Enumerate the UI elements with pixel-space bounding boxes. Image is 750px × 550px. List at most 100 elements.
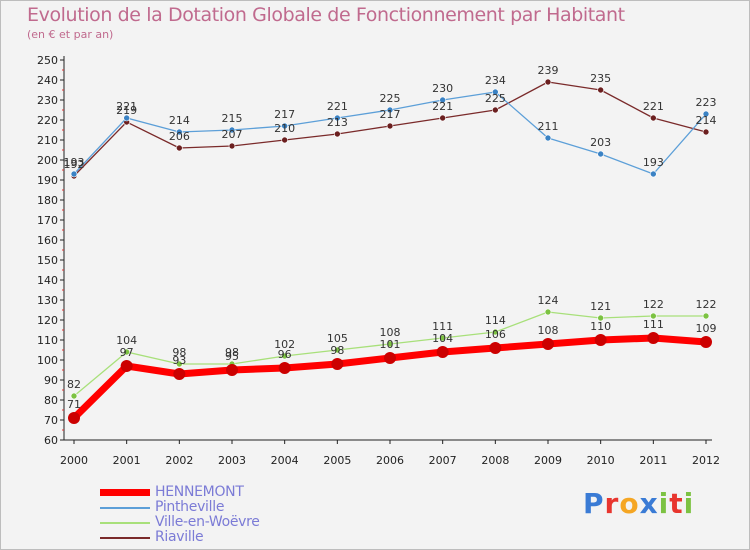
series-hennemont [68,332,712,424]
logo-letter: i [658,487,670,520]
data-label: 211 [538,120,559,133]
data-label: 111 [643,318,664,331]
labels-hennemont: 71 97 93 95 96 98 101 104 106 108 110 111 109 [67,318,717,411]
data-label: 108 [380,326,401,339]
data-point [702,312,710,320]
data-point [544,134,552,142]
data-point [439,96,446,104]
data-point [334,130,341,138]
y-tick-label: 160 [37,234,58,247]
data-label: 217 [380,108,401,121]
legend-label: HENNEMONT [155,484,244,500]
data-label: 203 [590,136,611,149]
y-tick-label: 210 [37,134,58,147]
data-label: 234 [485,74,506,87]
data-label: 235 [590,72,611,85]
series-ville-en-wo-vre [70,308,710,400]
data-point [492,106,499,114]
data-point [176,144,183,152]
data-label: 221 [327,100,348,113]
y-minor-tick [62,209,64,211]
data-label: 98 [330,344,344,357]
y-minor-tick [62,409,64,411]
data-label: 97 [120,346,134,359]
data-label: 225 [380,92,401,105]
logo-letter: P [583,487,605,520]
data-point [544,78,552,86]
y-minor-tick [62,69,64,71]
logo-letter: x [639,487,659,520]
x-tick-label: 2003 [218,454,246,467]
data-label: 230 [432,82,453,95]
y-minor-tick [62,389,64,391]
data-point [384,352,396,364]
y-tick-label: 120 [37,314,58,327]
y-minor-tick [62,129,64,131]
data-label: 108 [538,324,559,337]
labels-ville-en-wo-vre: 82 104 98 98 102 105 108 111 114 124 121 122 122 [67,294,717,391]
data-label: 114 [485,314,506,327]
data-label: 219 [116,104,137,117]
data-label: 124 [538,294,559,307]
data-label: 98 [172,346,186,359]
y-tick-label: 140 [37,274,58,287]
y-minor-tick [62,149,64,151]
data-label: 221 [643,100,664,113]
y-tick-label: 170 [37,214,58,227]
data-point [228,142,236,150]
y-tick-label: 110 [37,334,58,347]
data-point [68,412,80,424]
x-tick-label: 2012 [692,454,720,467]
legend-item-riaville: Riaville [100,529,320,545]
data-label: 221 [432,100,453,113]
y-minor-tick [62,329,64,331]
data-label: 225 [485,92,506,105]
data-label: 102 [274,338,295,351]
data-label: 122 [696,298,717,311]
data-label: 110 [590,320,611,333]
data-point [702,110,710,118]
y-minor-tick [62,109,64,111]
y-tick-label: 80 [44,394,58,407]
series-pintheville [70,88,710,178]
x-tick-label: 2011 [639,454,667,467]
data-point [439,334,446,342]
data-point [386,122,394,130]
y-minor-tick [62,189,64,191]
x-tick-label: 2002 [165,454,193,467]
data-label: 221 [116,100,137,113]
y-tick-label: 190 [37,174,58,187]
x-tick-label: 2000 [60,454,88,467]
x-tick-label: 2010 [587,454,615,467]
data-point [70,392,78,400]
data-point [594,334,607,346]
data-point [70,170,78,178]
data-point [331,358,344,370]
data-point [334,114,341,122]
data-label: 105 [327,332,348,345]
data-label: 223 [696,96,717,109]
data-point [597,86,604,94]
data-point [597,314,604,322]
x-tick-label: 2005 [323,454,351,467]
data-label: 111 [432,320,453,333]
data-point [176,128,183,136]
data-label: 217 [274,108,295,121]
y-tick-label: 150 [37,254,58,267]
data-label: 214 [696,114,717,127]
legend-swatch [100,537,150,539]
data-point [176,360,183,368]
y-tick-label: 130 [37,294,58,307]
data-point [228,126,236,134]
chart-title: Evolution de la Dotation Globale de Fonc… [27,4,625,26]
data-label: 104 [116,334,137,347]
y-minor-tick [62,289,64,291]
y-tick-label: 180 [37,194,58,207]
data-point [278,362,291,374]
y-minor-tick [62,429,64,431]
y-tick-label: 230 [37,94,58,107]
x-tick-label: 2004 [271,454,299,467]
legend-item-pintheville: Pintheville [100,499,320,515]
